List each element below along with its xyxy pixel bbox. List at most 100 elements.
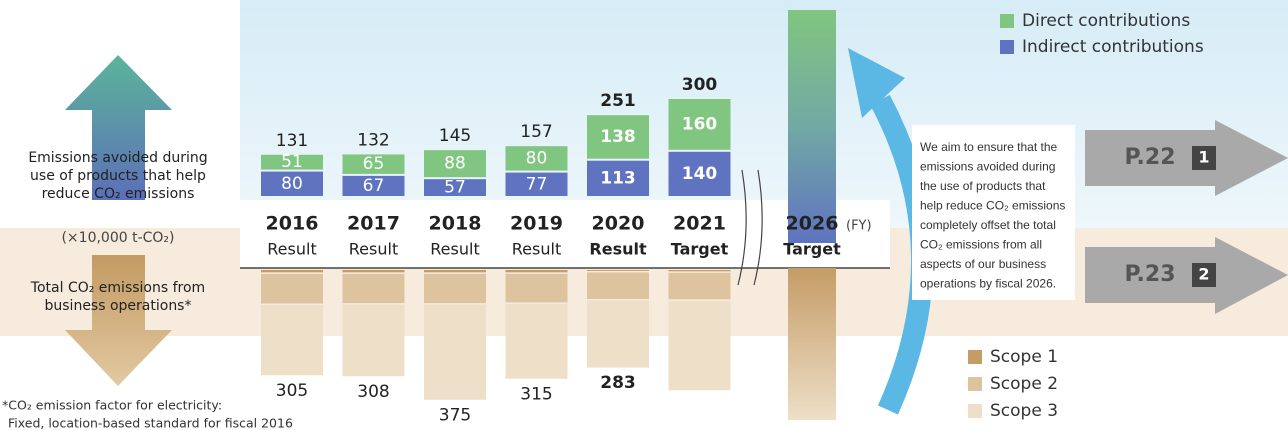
bar-segment [342, 154, 405, 174]
upper-background [240, 0, 1288, 228]
target-unit: (FY) [846, 219, 872, 234]
year-label: 2021 [673, 213, 726, 235]
side-label: Total CO₂ emissions from [30, 280, 205, 296]
bar-segment [505, 172, 568, 196]
total-label: 300 [682, 75, 718, 95]
cycle-arrowhead [848, 48, 905, 118]
target-bar-lower [788, 268, 836, 420]
target-label: Target [783, 240, 841, 259]
year-label: 2019 [510, 213, 563, 235]
segment-label: 65 [363, 154, 385, 174]
message-line: completely offset the total [920, 218, 1056, 232]
total-label: 145 [439, 126, 471, 146]
axis-break [737, 169, 763, 286]
year-sublabel: Result [430, 240, 479, 259]
side-label: reduce CO₂ emissions [42, 186, 195, 202]
legend-label: Scope 2 [990, 374, 1058, 394]
page-number-box [1192, 263, 1216, 287]
side-label: Emissions avoided during [28, 150, 207, 166]
year-label: 2017 [347, 213, 400, 235]
bar-segment [505, 303, 568, 379]
side-label: use of products that help [30, 168, 206, 184]
bar-segment [261, 270, 323, 273]
year-sublabel: Target [671, 240, 729, 259]
segment-label: 88 [444, 154, 466, 174]
page-number-box [1192, 146, 1216, 170]
page-ref: P.22 [1124, 145, 1175, 170]
segment-label: 67 [363, 176, 385, 196]
legend-swatch [968, 377, 982, 391]
year-label: 2020 [592, 213, 645, 235]
unit-label: (×10,000 t-CO₂) [61, 230, 174, 246]
legend-swatch [968, 404, 982, 418]
bar-segment [587, 160, 649, 196]
bar-segment [587, 270, 649, 271]
segment-label: 80 [526, 148, 548, 168]
bar-segment [505, 273, 568, 303]
message-line: We aim to ensure that the [920, 140, 1058, 154]
message-line: operations by fiscal 2026. [920, 277, 1056, 291]
total-label: 251 [600, 91, 636, 111]
legend-label: Scope 3 [990, 401, 1058, 421]
axis-band [240, 200, 890, 268]
segment-label: 77 [526, 174, 548, 194]
message-line: emissions avoided during [920, 160, 1055, 174]
bar-segment [261, 154, 323, 170]
bar-segment [342, 304, 405, 377]
page-ref: P.23 [1124, 262, 1175, 287]
bar-segment [668, 151, 731, 196]
total-label: 157 [520, 122, 552, 142]
bar-segment [668, 270, 731, 272]
total-label: 131 [276, 131, 308, 151]
message-box [912, 125, 1075, 300]
bar-segment [668, 99, 731, 150]
down-arrow [65, 255, 172, 386]
page-number: 2 [1198, 265, 1209, 284]
legend-label: Scope 1 [990, 347, 1058, 367]
total-label: 308 [357, 382, 389, 402]
segment-label: 80 [281, 174, 303, 194]
total-label: 375 [439, 405, 471, 425]
page-number: 1 [1198, 148, 1209, 167]
bar-segment [424, 270, 486, 273]
legend-label: Direct contributions [1022, 11, 1190, 31]
footnote: *CO₂ emission factor for electricity: [2, 398, 222, 413]
year-sublabel: Result [349, 240, 398, 259]
segment-label: 57 [444, 178, 466, 198]
year-sublabel: Result [512, 240, 561, 259]
up-arrow [65, 55, 172, 200]
bar-segment [505, 146, 568, 171]
legend-swatch [1000, 14, 1014, 28]
total-label: 315 [520, 384, 552, 404]
legend-swatch [1000, 40, 1014, 54]
bar-segment [261, 305, 323, 376]
target-bar-upper [788, 10, 836, 243]
bar-segment [342, 273, 405, 304]
year-sublabel: Result [267, 240, 316, 259]
bar-segment [261, 273, 323, 304]
bar-segment [587, 115, 649, 159]
bar-segment [424, 273, 486, 304]
segment-label: 160 [682, 114, 718, 134]
year-sublabel: Result [589, 240, 647, 259]
bar-segment [424, 150, 486, 178]
footnote: Fixed, location-based standard for fisca… [8, 416, 293, 430]
legend-label: Indirect contributions [1022, 37, 1204, 57]
segment-label: 51 [281, 152, 303, 172]
segment-label: 138 [600, 127, 636, 147]
message-line: CO₂ emissions from all [920, 238, 1042, 252]
bar-segment [424, 179, 486, 196]
bar-segment [261, 171, 323, 196]
total-label: 283 [600, 373, 636, 393]
bar-segment [424, 304, 486, 400]
total-label: 132 [357, 130, 389, 150]
side-label: business operations* [45, 298, 192, 314]
page-arrow-body [1085, 130, 1215, 186]
year-label: 2016 [266, 213, 319, 235]
message-line: the use of products that [920, 179, 1046, 193]
bar-segment [668, 272, 731, 300]
total-label: 305 [276, 381, 308, 401]
bar-segment [668, 300, 731, 391]
legend-swatch [968, 350, 982, 364]
